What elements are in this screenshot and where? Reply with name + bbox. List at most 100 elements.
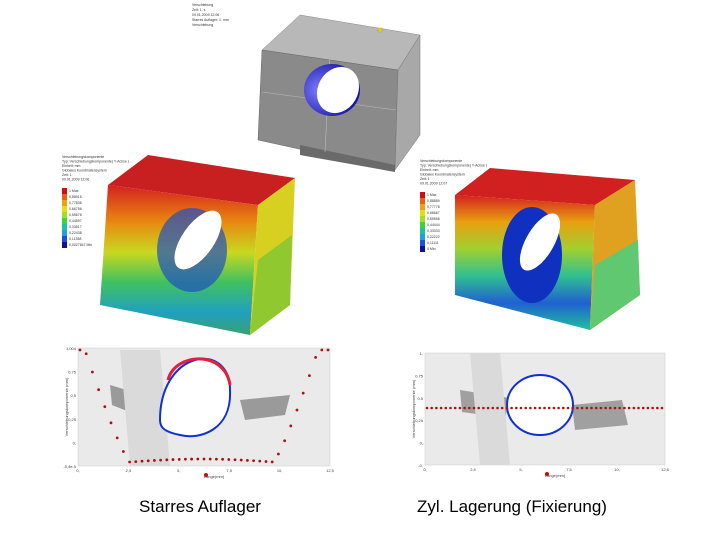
curve-dot (594, 406, 598, 410)
legend-text: Globales Koordinatensystem (62, 169, 107, 173)
x-tick-label: 5, (177, 468, 180, 473)
curve-dot (430, 406, 434, 410)
x-tick-label: 12,5 (326, 468, 335, 473)
curve-dot (190, 457, 194, 461)
curve-dot (482, 406, 485, 410)
y-tick-label: 0,75 (415, 373, 424, 378)
curve-dot (660, 406, 664, 410)
curve-dot (444, 406, 448, 410)
x-tick-label: 7,5 (226, 468, 232, 473)
curve-dot (277, 452, 280, 456)
curve-dot (515, 406, 518, 410)
curve-dot (314, 356, 317, 359)
scale-swatch (420, 228, 425, 234)
caption: Zyl. Lagerung (Fixierung) (417, 497, 607, 516)
curve-dot (524, 406, 527, 410)
curve-dot (533, 406, 537, 410)
curve-dot (491, 406, 495, 410)
scale-swatch (420, 210, 425, 216)
curve-dot (301, 391, 305, 395)
legend-text: Typ: Verschiebungskomponente( Y-Achse ) (62, 160, 129, 164)
scale-label: 0,33333 (427, 229, 440, 233)
y-tick-label: 0,5 (70, 393, 76, 398)
scale-label: 0,22438 (69, 231, 82, 235)
legend-text: Einheit: mm (62, 164, 81, 168)
y-axis-label: Verschiebungskomponente (mm) (411, 379, 416, 438)
curve-dot (618, 406, 621, 410)
x-tick-label: 2,5 (126, 468, 132, 473)
curve-dot (590, 406, 593, 410)
legend-text: Zeit: 1. s (192, 8, 206, 12)
scale-swatch (62, 188, 67, 194)
curve-dot (109, 421, 113, 425)
curve-dot (208, 457, 212, 461)
scale-label: 0,88915 (69, 195, 82, 199)
scale-label: 0,0027847 Min (69, 243, 92, 247)
legend-text: Globales Koordinatensystem (420, 173, 465, 177)
curve-dot (453, 406, 457, 410)
scale-label: 1 Max (427, 193, 437, 197)
curve-dot (146, 459, 150, 463)
curve-dot (84, 352, 88, 356)
curve-dot (538, 406, 542, 410)
curve-dot (239, 458, 243, 462)
curve-dot (320, 348, 324, 352)
curve-dot (477, 406, 481, 410)
plot-text: 0, 2,5 5, 7,5 10, 12,51,0040,750,50,250,-5,4e… (63, 346, 669, 479)
legend-text: Verschiebung (192, 3, 213, 7)
curve-dot (184, 457, 187, 461)
y-tick-label: -0, (418, 463, 423, 468)
legend-text: Verschiebung (192, 23, 213, 27)
curve-dot (547, 406, 551, 410)
scale-label: 1 Max (69, 189, 79, 193)
scale-swatch (62, 230, 67, 236)
scale-swatch (62, 200, 67, 206)
curve-dot (425, 406, 429, 410)
scale-swatch (420, 234, 425, 240)
scale-label: 0,44444 (427, 223, 440, 227)
scale-swatch (420, 204, 425, 210)
scale-label: 0,66756 (69, 207, 82, 211)
curve-dot (496, 406, 499, 410)
curve-dot (463, 406, 466, 410)
curve-dot (543, 406, 546, 410)
curve-dot (258, 459, 262, 463)
top-model (257, 14, 421, 172)
curve-dot (651, 406, 654, 410)
curve-dot (246, 458, 249, 462)
scale-swatch (62, 218, 67, 224)
curve-dot (529, 406, 532, 410)
curve-dot (227, 458, 231, 461)
scale-swatch (62, 194, 67, 200)
scale-swatch (420, 216, 425, 222)
x-axis-label: Länge(mm) (204, 474, 225, 479)
curve-dot (233, 458, 237, 462)
curve-dot (115, 436, 119, 440)
curve-dot (439, 406, 443, 410)
curve-dot (656, 406, 659, 410)
curve-dot (566, 406, 570, 410)
curve-dot (641, 406, 645, 410)
scale-swatch (62, 206, 67, 212)
curve-dot (632, 406, 636, 410)
x-tick-label: 2,5 (470, 467, 476, 472)
y-tick-label: 1, (420, 351, 423, 356)
curve-dot (571, 406, 574, 410)
x-tick-label: 12,6 (661, 467, 670, 472)
curve-dot (270, 460, 274, 464)
scale-label: 0,55556 (427, 217, 440, 221)
legend-text: Typ: Verschiebungskomponente( Y-Achse ) (420, 164, 487, 168)
curve-dot (458, 406, 462, 410)
scale-label: 0,55676 (69, 213, 82, 217)
y-axis-label: Verschiebungskomponente (mm) (64, 377, 69, 436)
x-tick-label: 7,5 (566, 467, 572, 472)
curve-dot (472, 406, 476, 410)
y-tick-label: 0,25 (415, 418, 424, 423)
left-model (100, 155, 295, 335)
scale-label: 0,22222 (427, 235, 440, 239)
curve-dot (97, 388, 100, 392)
scale-label: 0,44597 (69, 219, 82, 223)
curve-dot (159, 458, 163, 462)
legend-text: 09.01.2009 12:06 (62, 178, 89, 182)
scale-swatch (420, 240, 425, 246)
